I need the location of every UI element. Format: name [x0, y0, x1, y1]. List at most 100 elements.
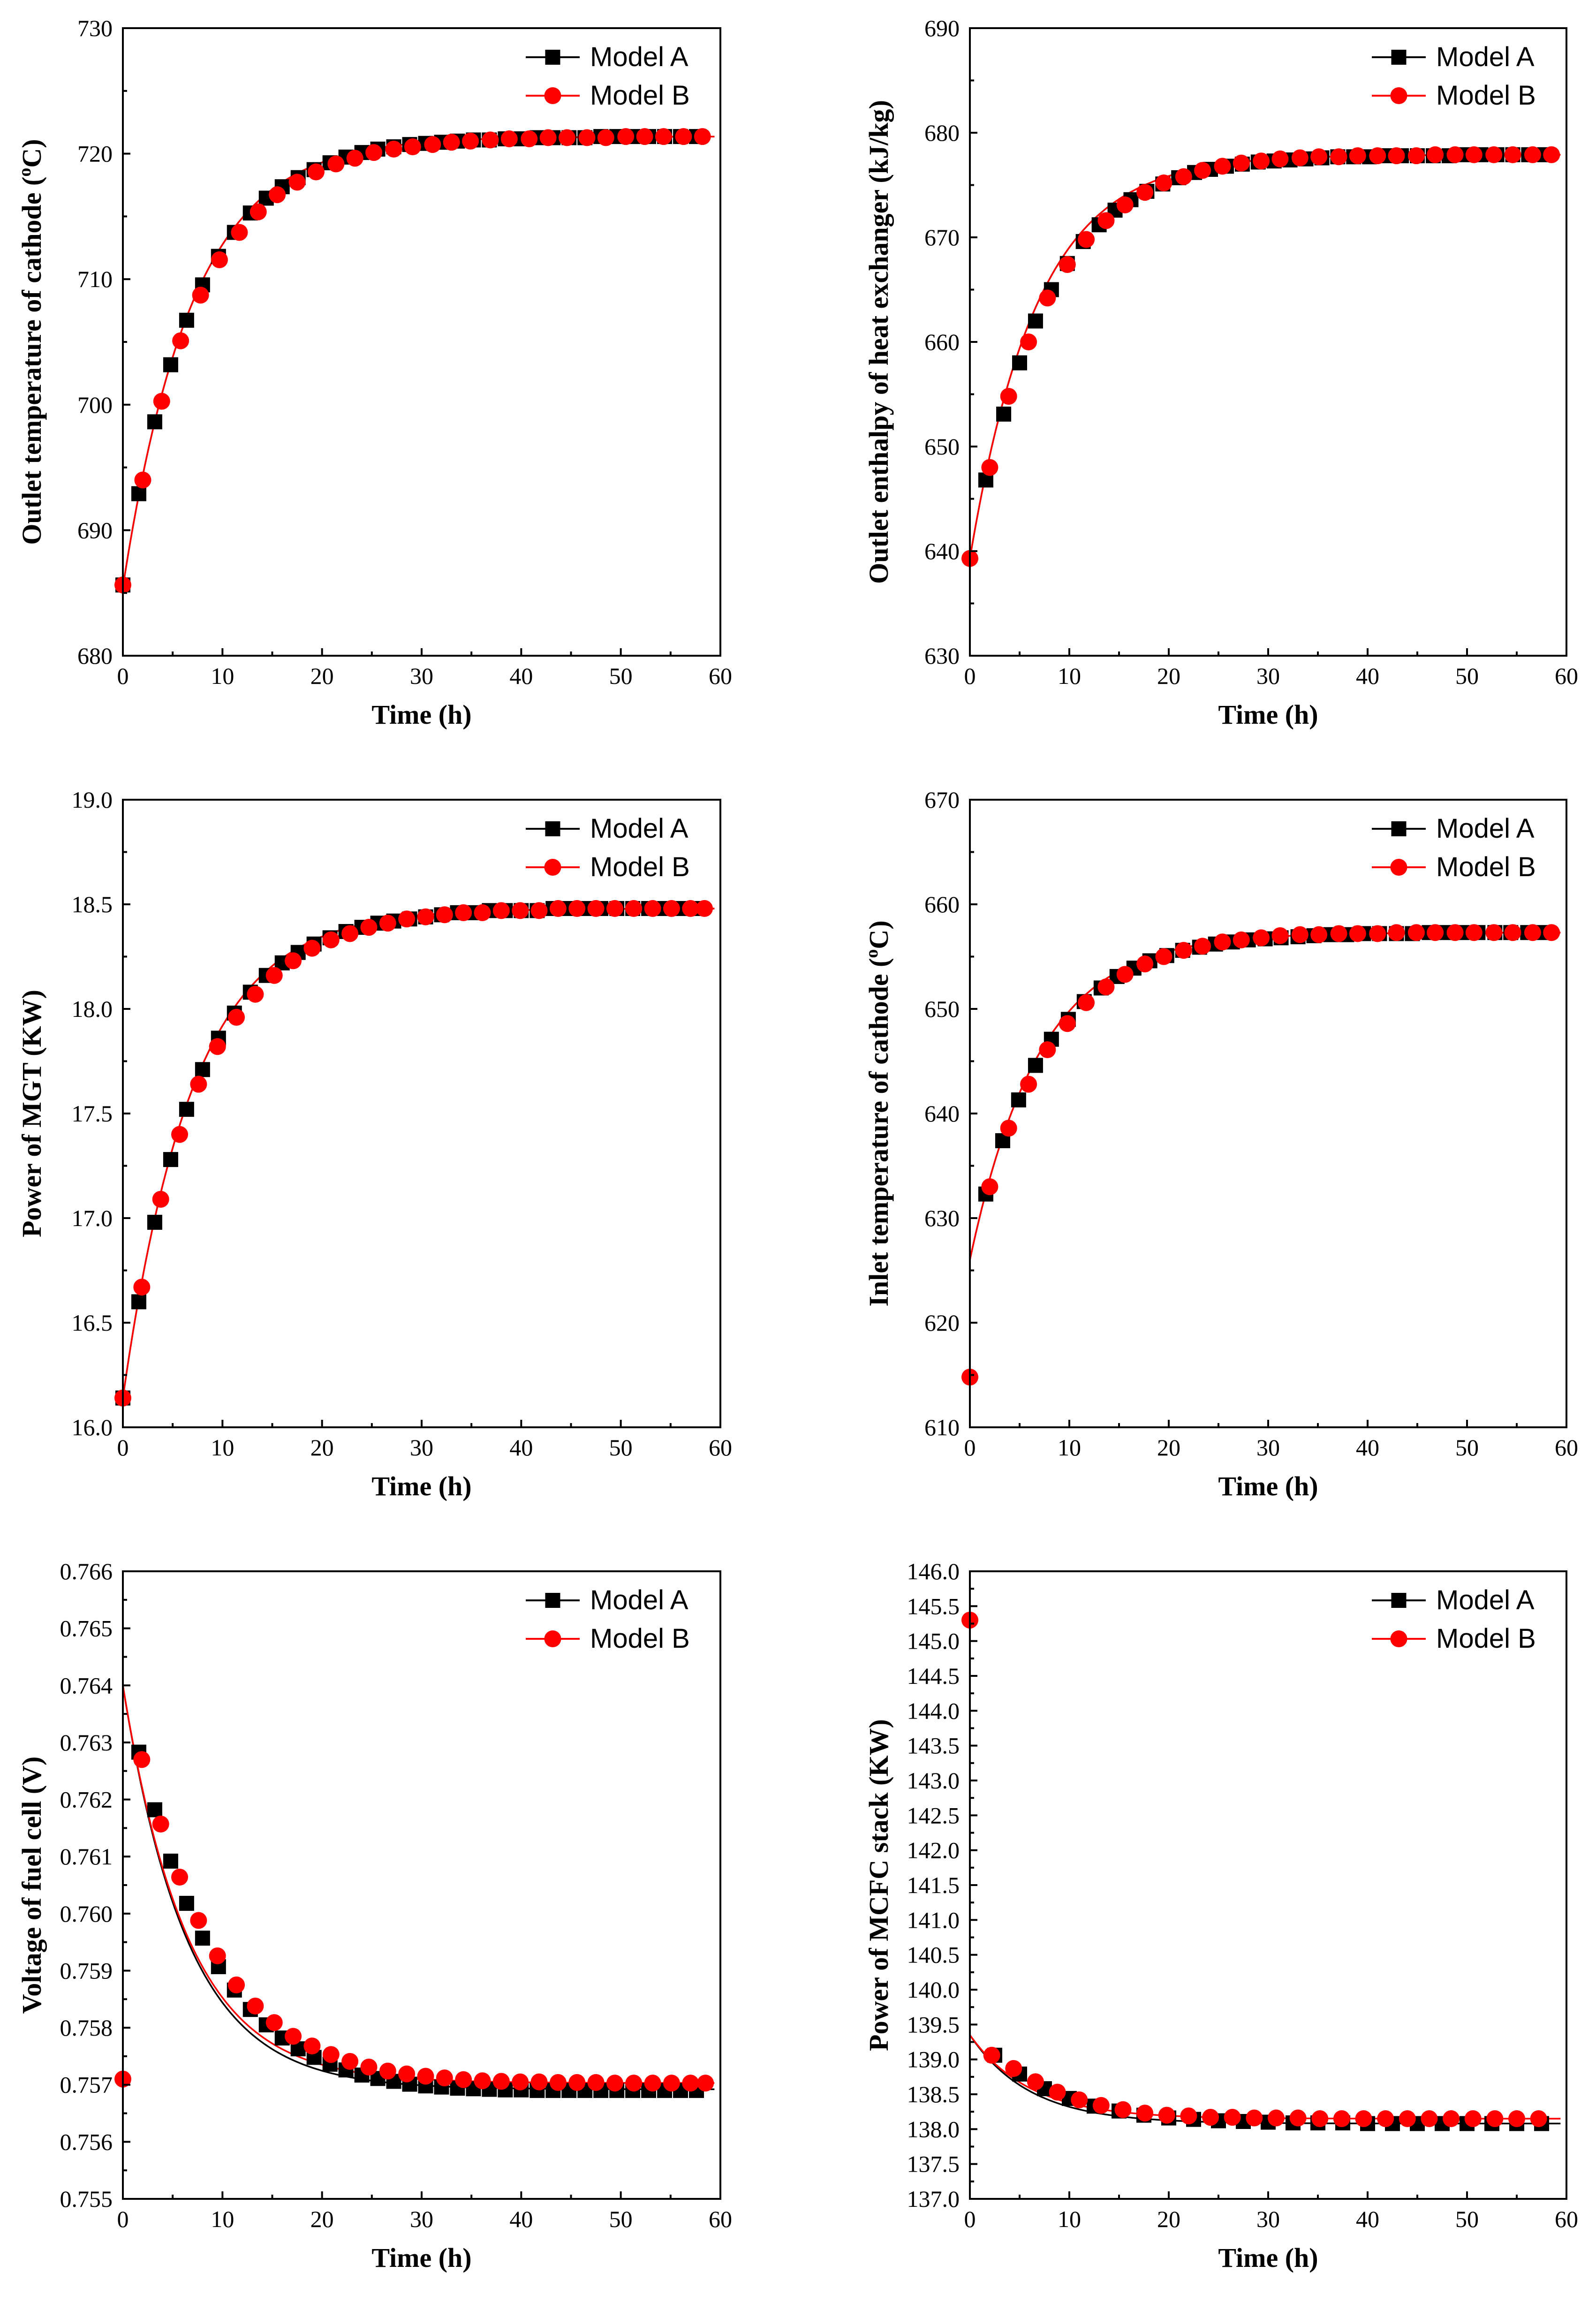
legend-marker-circle	[1390, 859, 1407, 876]
data-point-model-b	[365, 144, 383, 161]
data-point-model-b	[1078, 231, 1095, 248]
data-point-model-b	[190, 1076, 207, 1093]
data-point-model-b	[696, 900, 713, 917]
y-axis-title: Outlet temperature of cathode (oC)	[15, 139, 47, 545]
x-tick-label: 40	[1356, 2206, 1379, 2232]
data-point-model-a	[147, 1214, 162, 1230]
data-point-model-b	[644, 900, 661, 917]
x-tick-label: 50	[609, 2206, 633, 2232]
data-point-model-b	[1289, 2109, 1307, 2127]
data-point-model-b	[1369, 147, 1386, 165]
data-point-model-b	[192, 287, 209, 304]
y-axis-title-unit: C)	[16, 139, 47, 167]
data-point-model-a	[163, 1853, 178, 1869]
legend-label-model-a: Model A	[590, 42, 688, 72]
y-tick-label: 660	[924, 329, 960, 355]
data-point-model-b	[265, 2014, 283, 2031]
data-point-model-b	[247, 1997, 264, 2015]
data-point-model-b	[379, 915, 396, 932]
x-tick-label: 60	[709, 663, 732, 689]
x-tick-label: 0	[964, 663, 976, 689]
data-point-model-a	[147, 414, 162, 430]
legend-label-model-b: Model B	[590, 1623, 690, 1654]
data-point-model-a	[1012, 355, 1027, 371]
data-point-model-b	[1136, 184, 1154, 201]
data-point-model-b	[474, 904, 491, 921]
data-point-model-a	[1011, 1092, 1026, 1108]
chart-panel-4: 0 10 20 30 40 50 60 610 620 630 640 650 660 670 Time (…	[862, 787, 1578, 1501]
y-tick-label: 650	[924, 996, 960, 1022]
y-tick-label: 730	[77, 15, 113, 41]
data-point-model-b	[462, 132, 479, 150]
data-point-model-b	[153, 393, 170, 410]
y-tick-label: 140.5	[907, 1942, 960, 1968]
x-tick-label: 60	[1555, 2206, 1578, 2232]
y-axis-title: Voltage of fuel cell (V)	[16, 1757, 47, 2014]
y-tick-label: 0.757	[60, 2072, 113, 2098]
data-point-model-b	[694, 128, 711, 145]
data-point-model-b	[1543, 146, 1560, 163]
data-point-model-b	[1059, 1015, 1076, 1032]
data-point-model-b	[1078, 994, 1095, 1011]
data-point-model-b	[1000, 387, 1017, 405]
data-point-model-b	[559, 129, 576, 146]
y-tick-label: 710	[77, 266, 113, 292]
data-point-model-b	[1485, 924, 1503, 941]
data-point-model-b	[474, 2072, 491, 2090]
y-tick-label: 142.5	[907, 1802, 960, 1828]
data-point-model-b	[1504, 924, 1521, 941]
legend-marker-circle	[1390, 87, 1407, 104]
y-tick-label: 650	[924, 433, 960, 460]
legend-label-model-b: Model B	[1436, 1623, 1536, 1654]
y-tick-label: 137.5	[907, 2151, 960, 2177]
data-point-model-b	[250, 203, 267, 220]
legend: Model A Model B	[1372, 1585, 1536, 1654]
y-tick-label: 137.0	[907, 2186, 960, 2212]
data-point-model-b	[303, 939, 321, 957]
data-point-model-b	[697, 2075, 714, 2092]
data-point-model-b	[171, 1126, 189, 1143]
data-point-model-b	[617, 128, 635, 145]
data-point-model-b	[1116, 196, 1134, 213]
y-axis-title-superscript: o	[862, 949, 882, 958]
y-tick-label: 146.0	[907, 1558, 960, 1584]
data-point-model-b	[1508, 2110, 1525, 2128]
data-point-model-b	[1202, 2109, 1219, 2126]
data-point-model-b	[644, 2075, 661, 2092]
data-point-model-b	[436, 2069, 453, 2087]
x-tick-label: 30	[1256, 1434, 1280, 1461]
legend-label-model-a: Model A	[1436, 1585, 1535, 1615]
legend-label-model-b: Model B	[590, 852, 690, 882]
data-point-model-a	[1028, 1058, 1043, 1073]
x-tick-label: 20	[1157, 2206, 1180, 2232]
data-point-model-b	[341, 2053, 359, 2070]
data-point-model-b	[190, 1912, 207, 1929]
data-point-model-a	[195, 1931, 210, 1946]
y-tick-label: 660	[924, 891, 960, 917]
y-tick-label: 19.0	[72, 787, 113, 813]
x-tick-label: 0	[964, 1434, 976, 1461]
data-point-model-b	[597, 129, 614, 146]
data-point-model-b	[530, 2073, 548, 2091]
legend-marker-square	[545, 821, 560, 836]
legend-marker-circle	[544, 1630, 561, 1647]
data-point-model-b	[539, 129, 557, 146]
x-tick-label: 20	[310, 663, 334, 689]
legend-label-model-b: Model B	[590, 80, 690, 111]
data-point-model-b	[549, 900, 567, 917]
chart-panel-1: 0 10 20 30 40 50 60 680 690 700 710 720 730 Time (h) O…	[15, 15, 732, 730]
x-tick-label: 0	[964, 2206, 976, 2232]
data-point-model-b	[1311, 2110, 1329, 2128]
legend: Model A Model B	[526, 1585, 690, 1654]
y-tick-label: 0.764	[60, 1672, 113, 1698]
x-tick-label: 50	[1455, 663, 1479, 689]
x-tick-label: 30	[410, 2206, 433, 2232]
data-point-model-b	[1310, 148, 1328, 166]
y-axis-title: Inlet temperature of cathode (oC)	[862, 920, 894, 1306]
y-tick-label: 0.762	[60, 1787, 113, 1813]
data-point-model-b	[1399, 2110, 1416, 2128]
data-point-model-b	[285, 952, 302, 970]
x-tick-label: 0	[117, 1434, 129, 1461]
data-point-model-b	[1407, 147, 1425, 165]
